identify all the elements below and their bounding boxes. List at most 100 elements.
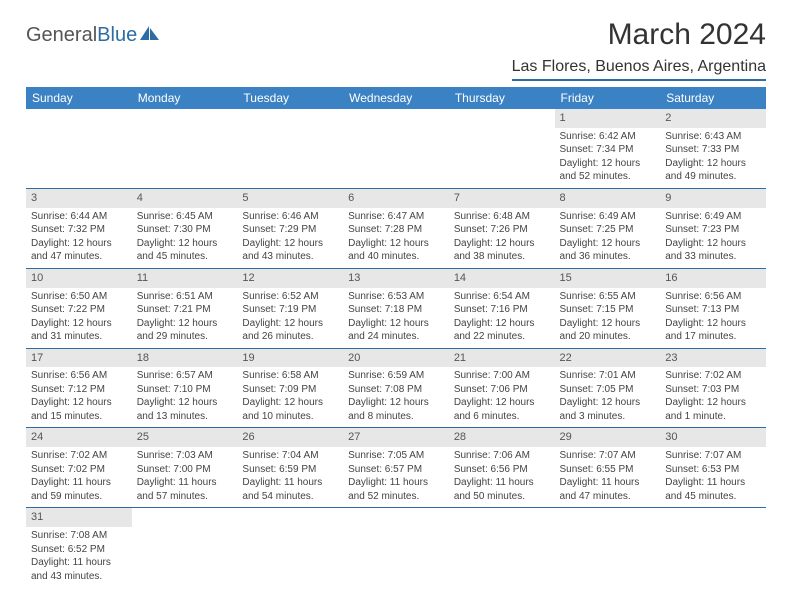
day-body: Sunrise: 7:01 AMSunset: 7:05 PMDaylight:… xyxy=(555,367,661,427)
calendar-head: SundayMondayTuesdayWednesdayThursdayFrid… xyxy=(26,87,766,109)
sail-icon xyxy=(139,25,161,43)
day-body: Sunrise: 6:57 AMSunset: 7:10 PMDaylight:… xyxy=(132,367,238,427)
calendar-cell: 3Sunrise: 6:44 AMSunset: 7:32 PMDaylight… xyxy=(26,188,132,268)
calendar-cell: 17Sunrise: 6:56 AMSunset: 7:12 PMDayligh… xyxy=(26,348,132,428)
calendar-cell: 5Sunrise: 6:46 AMSunset: 7:29 PMDaylight… xyxy=(237,188,343,268)
weekday-header: Sunday xyxy=(26,87,132,109)
calendar-cell: 24Sunrise: 7:02 AMSunset: 7:02 PMDayligh… xyxy=(26,428,132,508)
calendar-cell-empty xyxy=(660,508,766,587)
calendar-body: 1Sunrise: 6:42 AMSunset: 7:34 PMDaylight… xyxy=(26,109,766,587)
day-body: Sunrise: 6:46 AMSunset: 7:29 PMDaylight:… xyxy=(237,208,343,268)
day-number: 16 xyxy=(660,269,766,288)
day-body: Sunrise: 6:54 AMSunset: 7:16 PMDaylight:… xyxy=(449,288,555,348)
calendar-cell: 2Sunrise: 6:43 AMSunset: 7:33 PMDaylight… xyxy=(660,109,766,188)
calendar-cell: 10Sunrise: 6:50 AMSunset: 7:22 PMDayligh… xyxy=(26,268,132,348)
calendar-cell: 23Sunrise: 7:02 AMSunset: 7:03 PMDayligh… xyxy=(660,348,766,428)
month-year: March 2024 xyxy=(512,18,766,52)
day-body: Sunrise: 6:47 AMSunset: 7:28 PMDaylight:… xyxy=(343,208,449,268)
day-number: 2 xyxy=(660,109,766,128)
day-number: 17 xyxy=(26,349,132,368)
logo-text-blue: Blue xyxy=(97,24,137,47)
logo-text-general: General xyxy=(26,24,97,47)
day-body: Sunrise: 6:48 AMSunset: 7:26 PMDaylight:… xyxy=(449,208,555,268)
calendar-cell-empty xyxy=(26,109,132,188)
day-body: Sunrise: 6:45 AMSunset: 7:30 PMDaylight:… xyxy=(132,208,238,268)
day-number: 19 xyxy=(237,349,343,368)
calendar-cell: 12Sunrise: 6:52 AMSunset: 7:19 PMDayligh… xyxy=(237,268,343,348)
weekday-header: Wednesday xyxy=(343,87,449,109)
calendar-table: SundayMondayTuesdayWednesdayThursdayFrid… xyxy=(26,87,766,587)
day-body: Sunrise: 6:50 AMSunset: 7:22 PMDaylight:… xyxy=(26,288,132,348)
calendar-cell: 31Sunrise: 7:08 AMSunset: 6:52 PMDayligh… xyxy=(26,508,132,587)
day-number: 22 xyxy=(555,349,661,368)
day-number: 18 xyxy=(132,349,238,368)
day-body: Sunrise: 6:56 AMSunset: 7:13 PMDaylight:… xyxy=(660,288,766,348)
calendar-cell: 11Sunrise: 6:51 AMSunset: 7:21 PMDayligh… xyxy=(132,268,238,348)
calendar-cell: 16Sunrise: 6:56 AMSunset: 7:13 PMDayligh… xyxy=(660,268,766,348)
calendar-cell-empty xyxy=(449,109,555,188)
logo: GeneralBlue xyxy=(26,18,161,47)
day-number: 9 xyxy=(660,189,766,208)
calendar-cell-empty xyxy=(343,109,449,188)
day-number: 3 xyxy=(26,189,132,208)
day-body: Sunrise: 6:59 AMSunset: 7:08 PMDaylight:… xyxy=(343,367,449,427)
day-number: 12 xyxy=(237,269,343,288)
day-body: Sunrise: 6:55 AMSunset: 7:15 PMDaylight:… xyxy=(555,288,661,348)
day-body: Sunrise: 7:03 AMSunset: 7:00 PMDaylight:… xyxy=(132,447,238,507)
day-number: 4 xyxy=(132,189,238,208)
day-number: 29 xyxy=(555,428,661,447)
calendar-cell: 25Sunrise: 7:03 AMSunset: 7:00 PMDayligh… xyxy=(132,428,238,508)
calendar-cell-empty xyxy=(555,508,661,587)
day-body: Sunrise: 6:42 AMSunset: 7:34 PMDaylight:… xyxy=(555,128,661,188)
location: Las Flores, Buenos Aires, Argentina xyxy=(512,58,766,81)
day-number: 25 xyxy=(132,428,238,447)
calendar-cell-empty xyxy=(449,508,555,587)
day-number: 8 xyxy=(555,189,661,208)
day-number: 24 xyxy=(26,428,132,447)
calendar-cell: 1Sunrise: 6:42 AMSunset: 7:34 PMDaylight… xyxy=(555,109,661,188)
day-number: 15 xyxy=(555,269,661,288)
day-body: Sunrise: 6:58 AMSunset: 7:09 PMDaylight:… xyxy=(237,367,343,427)
day-number: 26 xyxy=(237,428,343,447)
calendar-cell: 8Sunrise: 6:49 AMSunset: 7:25 PMDaylight… xyxy=(555,188,661,268)
calendar-cell: 20Sunrise: 6:59 AMSunset: 7:08 PMDayligh… xyxy=(343,348,449,428)
calendar-cell: 9Sunrise: 6:49 AMSunset: 7:23 PMDaylight… xyxy=(660,188,766,268)
day-body: Sunrise: 6:56 AMSunset: 7:12 PMDaylight:… xyxy=(26,367,132,427)
day-body: Sunrise: 7:04 AMSunset: 6:59 PMDaylight:… xyxy=(237,447,343,507)
day-body: Sunrise: 7:05 AMSunset: 6:57 PMDaylight:… xyxy=(343,447,449,507)
day-number: 5 xyxy=(237,189,343,208)
day-body: Sunrise: 7:02 AMSunset: 7:03 PMDaylight:… xyxy=(660,367,766,427)
day-body: Sunrise: 7:02 AMSunset: 7:02 PMDaylight:… xyxy=(26,447,132,507)
header: GeneralBlue March 2024 Las Flores, Bueno… xyxy=(26,18,766,81)
day-number: 14 xyxy=(449,269,555,288)
day-number: 11 xyxy=(132,269,238,288)
day-body: Sunrise: 6:51 AMSunset: 7:21 PMDaylight:… xyxy=(132,288,238,348)
day-body: Sunrise: 7:07 AMSunset: 6:55 PMDaylight:… xyxy=(555,447,661,507)
calendar-cell: 29Sunrise: 7:07 AMSunset: 6:55 PMDayligh… xyxy=(555,428,661,508)
weekday-header: Tuesday xyxy=(237,87,343,109)
day-body: Sunrise: 7:08 AMSunset: 6:52 PMDaylight:… xyxy=(26,527,132,587)
calendar-cell: 13Sunrise: 6:53 AMSunset: 7:18 PMDayligh… xyxy=(343,268,449,348)
calendar-cell: 7Sunrise: 6:48 AMSunset: 7:26 PMDaylight… xyxy=(449,188,555,268)
title-block: March 2024 Las Flores, Buenos Aires, Arg… xyxy=(512,18,766,81)
day-number: 28 xyxy=(449,428,555,447)
calendar-cell: 22Sunrise: 7:01 AMSunset: 7:05 PMDayligh… xyxy=(555,348,661,428)
day-number: 1 xyxy=(555,109,661,128)
weekday-header: Thursday xyxy=(449,87,555,109)
calendar-cell: 15Sunrise: 6:55 AMSunset: 7:15 PMDayligh… xyxy=(555,268,661,348)
calendar-cell: 30Sunrise: 7:07 AMSunset: 6:53 PMDayligh… xyxy=(660,428,766,508)
day-body: Sunrise: 7:00 AMSunset: 7:06 PMDaylight:… xyxy=(449,367,555,427)
calendar-cell: 26Sunrise: 7:04 AMSunset: 6:59 PMDayligh… xyxy=(237,428,343,508)
weekday-header: Monday xyxy=(132,87,238,109)
calendar-cell-empty xyxy=(132,508,238,587)
day-number: 10 xyxy=(26,269,132,288)
calendar-cell: 4Sunrise: 6:45 AMSunset: 7:30 PMDaylight… xyxy=(132,188,238,268)
weekday-header: Saturday xyxy=(660,87,766,109)
calendar-cell-empty xyxy=(132,109,238,188)
day-body: Sunrise: 6:52 AMSunset: 7:19 PMDaylight:… xyxy=(237,288,343,348)
day-number: 30 xyxy=(660,428,766,447)
day-body: Sunrise: 6:49 AMSunset: 7:23 PMDaylight:… xyxy=(660,208,766,268)
day-number: 27 xyxy=(343,428,449,447)
calendar-cell: 6Sunrise: 6:47 AMSunset: 7:28 PMDaylight… xyxy=(343,188,449,268)
day-number: 21 xyxy=(449,349,555,368)
